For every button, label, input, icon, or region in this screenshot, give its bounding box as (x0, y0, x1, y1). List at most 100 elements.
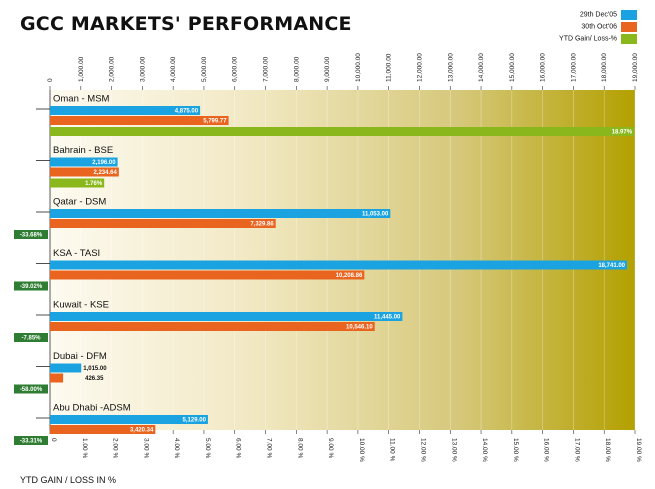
bottom-tick-label: 8.00 % (296, 438, 303, 458)
bottom-tick-label: 7.00 % (266, 438, 273, 458)
top-tick-label: 3,000.00 (139, 56, 146, 82)
market-label: Qatar - DSM (53, 196, 106, 207)
market-row: Oman - MSM 4,875.00 5,799.77 18.97% (36, 93, 635, 136)
bottom-tick-label: 6.00 % (235, 438, 242, 458)
bar-dec05 (50, 363, 82, 373)
bar-dec05 (50, 260, 628, 270)
bottom-tick-label: 13.00 % (450, 438, 457, 462)
top-tick-label: 19,000.00 (632, 53, 639, 82)
legend-swatch (621, 10, 637, 20)
bottom-tick-label: 2.00 % (112, 438, 119, 458)
value-label-ytd: -58.00% (20, 387, 43, 393)
market-label: Kuwait - KSE (53, 299, 109, 310)
bottom-tick-label: 18.00 % (604, 438, 611, 462)
top-tick-label: 16,000.00 (540, 53, 547, 82)
bar-ytd (50, 178, 105, 188)
market-label: Abu Dhabi -ADSM (53, 402, 131, 413)
bar-dec05 (50, 312, 403, 321)
value-label-dec05: 2,196.00 (92, 160, 116, 166)
loss-box-ytd (14, 333, 48, 342)
market-row: KSA - TASI 18,741.00 10,208.86 -39.02% (14, 248, 628, 291)
top-tick-label: 17,000.00 (570, 53, 577, 82)
top-tick-label: 0 (47, 78, 54, 82)
bar-oct06 (50, 322, 375, 331)
bottom-tick-label: 17.00 % (573, 438, 580, 462)
value-label-oct06: 426.35 (85, 376, 104, 382)
legend-label: 29th Dec'05 (580, 12, 617, 19)
top-tick-label: 5,000.00 (201, 56, 208, 82)
bar-dec05 (50, 415, 208, 424)
market-label: KSA - TASI (53, 248, 100, 259)
legend-swatch (621, 22, 637, 32)
value-label-ytd: -33.68% (20, 233, 43, 239)
value-label-dec05: 18,741.00 (598, 263, 625, 269)
chart-title: GCC MARKETS' PERFORMANCE (20, 13, 352, 35)
legend-label: YTD Gain/ Loss-% (559, 36, 617, 43)
value-label-oct06: 7,329.86 (250, 222, 274, 228)
bottom-tick-label: 15.00 % (512, 438, 519, 462)
bottom-tick-label: 3.00 % (142, 438, 149, 458)
bottom-tick-label: 9.00 % (327, 438, 334, 458)
value-label-ytd: 18.97% (612, 130, 633, 136)
x-axis-label: YTD GAIN / LOSS IN % (20, 475, 116, 485)
value-label-dec05: 11,053.00 (362, 212, 389, 218)
plot-background (50, 90, 635, 430)
market-label: Bahrain - BSE (53, 145, 113, 156)
top-tick-label: 8,000.00 (293, 56, 300, 82)
market-row: Bahrain - BSE 2,196.00 2,234.64 1.76% (36, 145, 119, 188)
top-tick-label: 6,000.00 (232, 56, 239, 82)
bottom-tick-label: 12.00 % (419, 438, 426, 462)
value-label-ytd: -7.85% (21, 336, 41, 342)
legend-swatch (621, 34, 637, 44)
value-label-ytd: -39.02% (20, 284, 43, 290)
bar-oct06 (50, 167, 119, 177)
top-tick-label: 15,000.00 (509, 53, 516, 82)
value-label-oct06: 10,546.10 (346, 325, 373, 331)
top-tick-label: 11,000.00 (386, 53, 393, 82)
value-label-ytd: -33.31% (20, 439, 43, 445)
value-label-oct06: 3,420.34 (130, 428, 154, 434)
market-row: Dubai - DFM 1,015.00 426.35 -58.00% (14, 351, 107, 394)
value-label-ytd: 1.76% (85, 181, 103, 187)
bar-oct06 (50, 373, 64, 383)
top-tick-label: 18,000.00 (601, 53, 608, 82)
loss-box-ytd (14, 230, 48, 239)
bar-ytd (50, 127, 635, 136)
market-label: Oman - MSM (53, 93, 110, 104)
bar-oct06 (50, 425, 156, 434)
bar-oct06 (50, 219, 276, 228)
bar-dec05 (50, 106, 201, 115)
top-tick-label: 10,000.00 (355, 53, 362, 82)
top-axis: 0 1,000.00 2,000.00 3,000.00 4,000.00 5,000.0… (47, 53, 639, 90)
bar-oct06 (50, 116, 229, 125)
value-label-dec05: 11,445.00 (374, 315, 401, 321)
top-tick-label: 12,000.00 (416, 53, 423, 82)
value-label-dec05: 4,875.00 (175, 109, 199, 115)
market-row: Qatar - DSM 11,053.00 7,329.86 -33.68% (14, 196, 391, 239)
bottom-tick-label: 5.00 % (204, 438, 211, 458)
bottom-tick-label: 14.00 % (481, 438, 488, 462)
bottom-tick-label: 1.00 % (81, 438, 88, 458)
loss-box-ytd (14, 384, 48, 394)
bottom-tick-label: 11.00 % (389, 438, 396, 462)
top-tick-label: 9,000.00 (324, 56, 331, 82)
legend: 29th Dec'05 30th Oct'06 YTD Gain/ Loss-% (559, 10, 637, 44)
value-label-oct06: 2,234.64 (93, 170, 117, 176)
value-label-dec05: 1,015.00 (83, 366, 107, 372)
top-tick-label: 14,000.00 (478, 53, 485, 82)
value-label-oct06: 5,799.77 (203, 119, 227, 125)
bar-oct06 (50, 270, 365, 280)
top-tick-label: 1,000.00 (78, 56, 85, 82)
legend-label: 30th Oct'06 (581, 24, 617, 31)
loss-box-ytd (14, 281, 48, 291)
bottom-tick-label: 19.00 % (635, 438, 642, 462)
value-label-dec05: 5,129.00 (183, 418, 207, 424)
value-label-oct06: 10,208.86 (336, 273, 363, 279)
bottom-tick-label: 16.00 % (543, 438, 550, 462)
market-row: Abu Dhabi -ADSM 5,129.00 3,420.34 -33.31% (14, 402, 208, 445)
market-label: Dubai - DFM (53, 351, 107, 362)
bottom-tick-label: 0 (50, 438, 57, 442)
top-tick-label: 7,000.00 (263, 56, 270, 82)
